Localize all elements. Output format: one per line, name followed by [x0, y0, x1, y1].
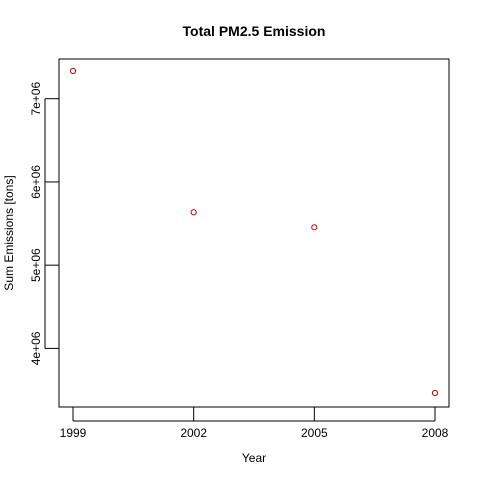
data-point: [190, 209, 197, 216]
x-tick-label: 2002: [180, 426, 207, 440]
plot-area-frame: [58, 58, 450, 408]
y-axis-label: Sum Emissions [tons]: [2, 175, 16, 290]
y-tick-label: 6e+06: [29, 165, 43, 199]
x-tick-label: 1999: [60, 426, 87, 440]
y-tick-label: 7e+06: [29, 82, 43, 116]
x-axis-label: Year: [242, 451, 266, 465]
data-point: [431, 389, 439, 397]
data-points: [69, 67, 439, 397]
y-tick-label: 4e+06: [29, 331, 43, 365]
x-tick-label: 2008: [422, 426, 449, 440]
chart-title: Total PM2.5 Emission: [183, 23, 326, 39]
y-tick-label: 5e+06: [29, 248, 43, 282]
x-tick-label: 2005: [301, 426, 328, 440]
data-point: [69, 67, 77, 75]
data-point: [311, 224, 318, 231]
x-axis: 1999 2002 2005 2008: [60, 407, 449, 440]
y-axis: 4e+06 5e+06 6e+06 7e+06: [29, 82, 59, 365]
